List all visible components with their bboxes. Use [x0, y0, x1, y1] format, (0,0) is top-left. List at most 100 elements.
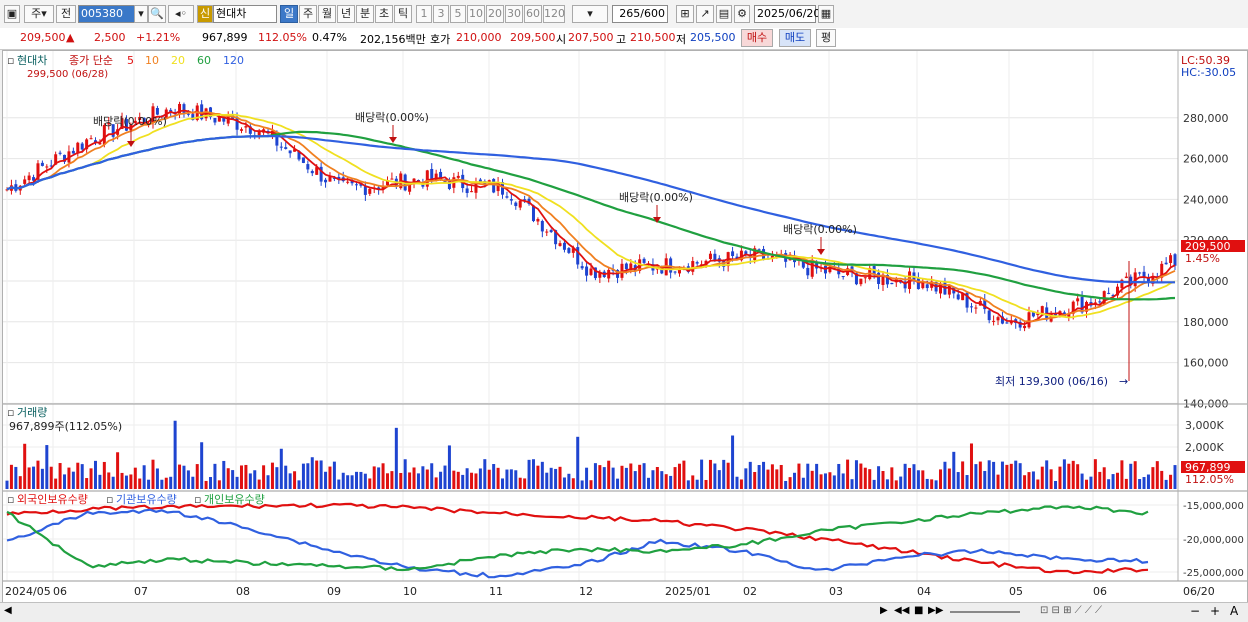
- volume-toggle-icon[interactable]: ▫: [7, 406, 14, 419]
- panel-toggle-icon[interactable]: ▫: [7, 54, 14, 67]
- candle-body: [1036, 313, 1040, 316]
- interval-button-120[interactable]: 120: [543, 5, 565, 23]
- volume-bar: [585, 467, 589, 489]
- candle-body: [770, 255, 774, 259]
- font-size-icon[interactable]: A: [1230, 604, 1239, 618]
- volume-bar: [67, 467, 71, 489]
- bottom-scrollbar[interactable]: ◀ ▶ ◀◀ ■ ▶▶ ⊡ ⊟ ⊞ ⟋ ⟋ ⟋ − + A: [0, 602, 1248, 622]
- chart-tool-icon[interactable]: ⊞: [676, 5, 694, 23]
- x-axis-label: 06/20: [1183, 585, 1215, 598]
- period-button-3[interactable]: 년: [337, 5, 355, 23]
- holdings-line-1: [6, 508, 1149, 579]
- holdings-toggle-icon[interactable]: ▫: [7, 493, 14, 506]
- period-button-6[interactable]: 틱: [394, 5, 412, 23]
- x-axis-label: 2024/05: [5, 585, 51, 598]
- view-options-icons[interactable]: ⊡ ⊟ ⊞ ⟋ ⟋ ⟋: [1040, 605, 1103, 616]
- volume-bar: [297, 480, 301, 489]
- volume-bar: [598, 465, 602, 489]
- volume-bar: [1107, 479, 1111, 489]
- period-button-5[interactable]: 초: [375, 5, 393, 23]
- candle-body: [554, 230, 558, 245]
- play-icon[interactable]: ▶: [880, 605, 888, 616]
- chart-area[interactable]: ▫ 현대차 종가 단순 5 10 20 60 120 299,500 (06/28) L…: [2, 50, 1248, 604]
- holdings-legend-1: 기관보유수량: [116, 493, 177, 506]
- ma-line-5: [6, 109, 1176, 326]
- dividend-label: 배당락(0.00%): [93, 115, 167, 128]
- candle-body: [425, 170, 429, 187]
- volume-bar: [1155, 461, 1159, 489]
- save-icon[interactable]: ▤: [716, 5, 732, 23]
- period-button-4[interactable]: 분: [356, 5, 374, 23]
- volume-bar: [611, 467, 615, 489]
- price-tick-label: 260,000: [1183, 153, 1229, 166]
- speaker-icon[interactable]: ◂◦: [168, 5, 194, 23]
- holdings-toggle-icon[interactable]: ▫: [194, 493, 201, 506]
- volume-bar: [669, 475, 673, 489]
- candle-body: [903, 281, 907, 289]
- scroll-left-icon[interactable]: ◀: [4, 605, 12, 616]
- open-price: 207,500: [568, 31, 614, 44]
- window-icon[interactable]: ▣: [4, 5, 20, 23]
- interval-button-30[interactable]: 30: [505, 5, 523, 23]
- candle-body: [890, 282, 894, 285]
- stop-icon[interactable]: ■: [914, 605, 924, 616]
- interval-button-60[interactable]: 60: [524, 5, 542, 23]
- mode2-select[interactable]: 전: [56, 5, 76, 23]
- dividend-arrowhead: [127, 141, 135, 147]
- interval-button-10[interactable]: 10: [467, 5, 485, 23]
- date-field[interactable]: 2025/06/20: [754, 5, 820, 23]
- candle-body: [36, 163, 40, 180]
- candle-body: [182, 104, 186, 113]
- mode-select[interactable]: 주▾: [24, 5, 54, 23]
- interval-button-20[interactable]: 20: [486, 5, 504, 23]
- stock-chart[interactable]: ▫ 현대차 종가 단순 5 10 20 60 120 299,500 (06/28) L…: [3, 51, 1247, 603]
- interval-button-1[interactable]: 1: [416, 5, 432, 23]
- interval-button-5[interactable]: 5: [450, 5, 466, 23]
- zoom-in-icon[interactable]: +: [1210, 604, 1221, 618]
- candle-body: [487, 180, 491, 182]
- period-button-1[interactable]: 주: [299, 5, 317, 23]
- zoom-out-icon[interactable]: −: [1190, 604, 1201, 618]
- volume-bar: [76, 462, 80, 489]
- count-dropdown-icon[interactable]: ▾: [572, 5, 608, 23]
- volume-bar: [576, 436, 580, 489]
- buy-button[interactable]: 매수: [741, 29, 773, 47]
- amount: 202,156백만: [360, 33, 426, 46]
- search-icon[interactable]: 🔍: [148, 5, 166, 23]
- sell-button[interactable]: 매도: [779, 29, 811, 47]
- quote-bar: 209,500 ▲ 2,500 +1.21% 967,899 112.05% 0…: [0, 28, 1248, 50]
- candle-body: [735, 256, 739, 259]
- volume-bar: [191, 476, 195, 489]
- eval-button[interactable]: 평: [816, 29, 836, 47]
- volume-bar: [124, 475, 128, 489]
- gear-icon[interactable]: ⚙: [734, 5, 750, 23]
- candle-body: [222, 116, 226, 122]
- candle-body: [76, 142, 80, 154]
- code-dropdown-icon[interactable]: ▾: [134, 5, 148, 23]
- draw-tool-icon[interactable]: ↗: [696, 5, 714, 23]
- volume-bar: [116, 452, 120, 489]
- candle-body: [107, 122, 111, 125]
- fast-forward-icon[interactable]: ▶▶: [928, 605, 944, 616]
- period-button-2[interactable]: 월: [318, 5, 336, 23]
- rewind-icon[interactable]: ◀◀: [894, 605, 910, 616]
- candle-body: [713, 253, 717, 261]
- period-button-0[interactable]: 일: [280, 5, 298, 23]
- interval-button-3[interactable]: 3: [433, 5, 449, 23]
- volume-bar: [93, 460, 97, 489]
- volume-bar: [262, 465, 266, 489]
- calendar-icon[interactable]: ▦: [818, 5, 834, 23]
- x-axis-label: 07: [134, 585, 148, 598]
- count-field[interactable]: 265/600: [612, 5, 668, 23]
- zoom-slider[interactable]: [950, 611, 1020, 613]
- volume-bar: [762, 461, 766, 489]
- volume-bar: [1129, 463, 1133, 489]
- stock-code-input[interactable]: 005380: [78, 5, 136, 23]
- candle-body: [191, 114, 195, 120]
- candle-body: [607, 269, 611, 279]
- stock-name-field[interactable]: 현대차: [213, 5, 277, 23]
- holdings-toggle-icon[interactable]: ▫: [106, 493, 113, 506]
- candle-body: [430, 168, 434, 181]
- candle-body: [1080, 297, 1084, 313]
- volume-bar: [293, 471, 297, 489]
